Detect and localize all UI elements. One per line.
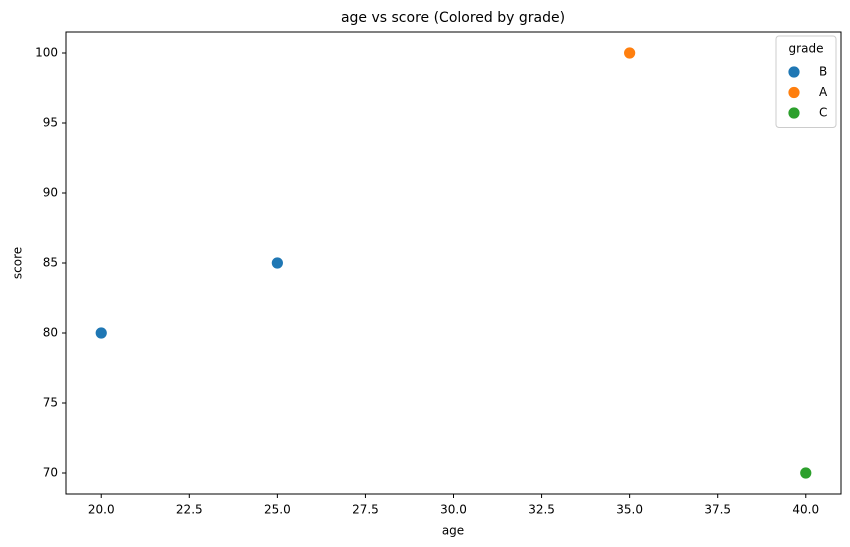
plot-frame: [65, 31, 842, 495]
legend-marker: [787, 86, 801, 99]
point: [799, 466, 813, 480]
x-tick-label: 22.5: [176, 503, 203, 517]
y-tick-label: 100: [35, 46, 58, 60]
x-tick-label: 30.0: [440, 503, 467, 517]
y-tick-label: 75: [43, 396, 58, 410]
point: [623, 46, 637, 60]
x-tick-label: 20.0: [88, 503, 115, 517]
x-tick-label: 37.5: [704, 503, 731, 517]
legend-label: B: [819, 65, 827, 79]
point: [94, 326, 108, 340]
chart-title: age vs score (Colored by grade): [341, 10, 565, 26]
legend-label: C: [819, 106, 827, 120]
legend-title: grade: [789, 42, 824, 56]
x-tick-label: 32.5: [528, 503, 555, 517]
legend-box: [775, 35, 837, 128]
y-tick-label: 80: [43, 326, 58, 340]
x-tick-label: 35.0: [616, 503, 643, 517]
x-axis-label: age: [442, 524, 464, 538]
legend-label: A: [819, 85, 828, 99]
point: [270, 256, 284, 270]
x-tick-label: 27.5: [352, 503, 379, 517]
y-tick-label: 95: [43, 116, 58, 130]
y-axis-label: score: [11, 247, 25, 279]
y-tick-label: 85: [43, 256, 58, 270]
y-tick-label: 90: [43, 186, 58, 200]
legend-marker: [787, 65, 801, 79]
legend-marker: [787, 106, 801, 120]
y-tick-label: 70: [43, 466, 58, 480]
x-tick-label: 25.0: [264, 503, 291, 517]
x-tick-label: 40.0: [792, 503, 819, 517]
